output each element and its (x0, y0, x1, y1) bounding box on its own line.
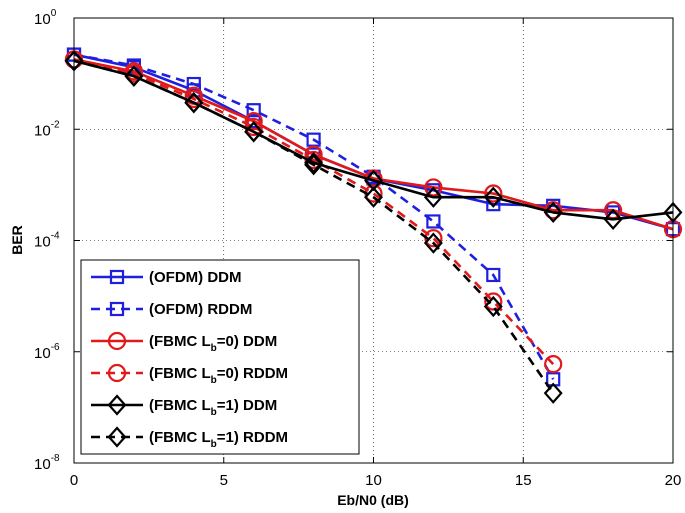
legend-marker (109, 269, 125, 285)
legend: (OFDM) DDM (OFDM) RDDM (FBMC Lb=0) DDM (FBM… (80, 259, 360, 455)
data-point (304, 154, 324, 176)
data-point (184, 92, 204, 114)
y-tick-label: 10-8 (34, 453, 60, 473)
data-point (544, 354, 563, 374)
legend-marker (109, 301, 125, 317)
data-point (543, 201, 563, 224)
x-tick-label: 0 (70, 472, 78, 489)
legend-marker (107, 331, 127, 351)
data-point (423, 186, 443, 208)
y-tick-label: 10-2 (34, 119, 60, 139)
data-point (484, 184, 503, 203)
legend-entry-3: (FBMC Lb=0) RDDM (91, 363, 288, 386)
axis-ticks: 0 5 10 15 20 100 10-2 10-4 10-6 10-8 (34, 8, 681, 489)
data-point (424, 178, 443, 197)
legend-entry-1: (OFDM) RDDM (91, 301, 252, 318)
data-point (423, 232, 443, 254)
x-axis-label: Eb/N0 (dB) (337, 492, 409, 508)
y-tick-label: 100 (34, 8, 57, 28)
y-axis-label: BER (9, 225, 25, 255)
data-point (426, 214, 441, 229)
data-point (484, 292, 503, 311)
legend-entry-2: (FBMC Lb=0) DDM (91, 331, 277, 354)
legend-label: (OFDM) RDDM (149, 301, 252, 318)
data-point (483, 295, 503, 318)
data-point (603, 208, 623, 231)
legend-marker (107, 394, 127, 416)
legend-label: (FBMC Lb=0) RDDM (149, 365, 288, 386)
data-point (246, 103, 261, 118)
series-layer (64, 47, 683, 404)
x-tick-label: 20 (665, 472, 682, 489)
x-tick-label: 15 (515, 472, 532, 489)
legend-marker (107, 426, 127, 448)
legend-label: (FBMC Lb=0) DDM (149, 333, 277, 354)
data-point (244, 121, 264, 143)
series-line (73, 58, 555, 365)
legend-label: (FBMC Lb=1) DDM (149, 397, 277, 418)
data-point (304, 152, 324, 174)
series-line (73, 59, 555, 394)
legend-entry-0: (OFDM) DDM (91, 269, 241, 286)
data-point (483, 186, 503, 208)
legend-box (80, 259, 360, 455)
data-point (364, 186, 383, 208)
y-tick-label: 10-6 (34, 342, 60, 362)
x-tick-label: 5 (220, 472, 228, 489)
series-line (73, 58, 674, 231)
legend-entry-5: (FBMC Lb=1) RDDM (91, 426, 288, 450)
data-point (543, 382, 563, 404)
series-line (73, 53, 555, 380)
legend-label: (FBMC Lb=1) RDDM (149, 429, 288, 450)
data-point (486, 267, 501, 283)
x-tick-label: 10 (365, 472, 382, 489)
legend-marker (107, 363, 127, 383)
data-point (124, 65, 144, 87)
series-1 (66, 47, 561, 387)
legend-label: (OFDM) DDM (149, 269, 241, 286)
data-point (244, 112, 263, 131)
legend-entry-4: (FBMC Lb=1) DDM (91, 394, 277, 418)
y-tick-label: 10-4 (34, 231, 60, 251)
